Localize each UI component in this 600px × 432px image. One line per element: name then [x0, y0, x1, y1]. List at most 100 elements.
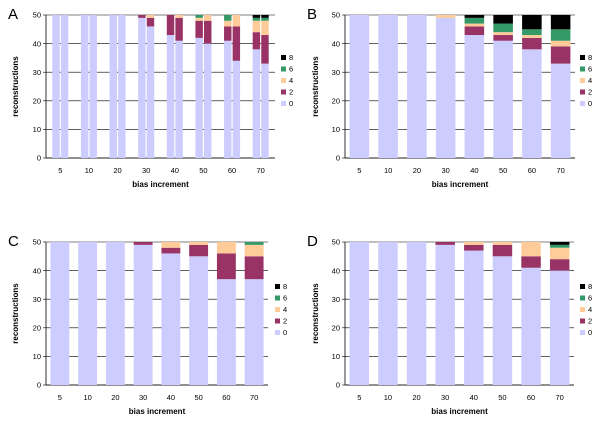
bar-d-7-seg-2 — [549, 259, 570, 271]
x-tick-label-c-5: 5 — [58, 393, 62, 402]
x-tick-label-a-30: 30 — [142, 166, 150, 175]
y-tick-label-d-20: 20 — [332, 324, 340, 333]
bar-b-4-seg-2 — [464, 26, 485, 36]
bar-a-15-seg-4 — [261, 20, 269, 36]
legend-label-c-2: 2 — [283, 317, 287, 326]
x-tick-label-b-50: 50 — [499, 166, 507, 175]
legend-swatch-b-6 — [580, 66, 585, 72]
bar-d-7-seg-6 — [549, 244, 570, 248]
x-tick-label-c-10: 10 — [83, 393, 91, 402]
legend-swatch-d-2 — [580, 318, 585, 324]
bar-a-10-seg-4 — [195, 17, 203, 21]
bar-d-5-seg-0 — [492, 256, 513, 385]
legend-swatch-c-2 — [275, 318, 280, 324]
legend-swatch-d-4 — [580, 307, 585, 312]
legend-b: 8 6 4 2 0 — [580, 53, 592, 108]
legend-label-b-6: 6 — [588, 65, 592, 74]
x-tick-label-a-40: 40 — [171, 166, 179, 175]
bar-b-5-seg-6 — [493, 23, 513, 33]
x-tick-label-a-60: 60 — [228, 166, 236, 175]
bar-c-6-seg-4 — [216, 242, 236, 254]
y-axis-title-c: reconstructions — [11, 283, 20, 344]
x-tick-label-b-10: 10 — [384, 166, 392, 175]
bar-a-14-seg-6 — [252, 17, 261, 21]
legend-swatch-b-0 — [580, 101, 585, 106]
bar-a-15-seg-0 — [261, 63, 269, 159]
y-tick-label-b-20: 20 — [332, 97, 340, 106]
y-tick-label-d-40: 40 — [332, 266, 340, 275]
x-tick-label-b-70: 70 — [556, 166, 564, 175]
y-tick-label-b-0: 0 — [336, 154, 340, 163]
bar-b-5-seg-0 — [493, 40, 513, 158]
y-tick-label-b-10: 10 — [332, 125, 340, 134]
bar-c-3-seg-2 — [133, 242, 153, 245]
y-tick-label-c-50: 50 — [33, 238, 41, 247]
y-tick-label-a-50: 50 — [33, 11, 41, 20]
bar-a-15-seg-2 — [261, 35, 269, 64]
y-tick-label-a-40: 40 — [33, 39, 41, 48]
legend-d: 8 6 4 2 0 — [580, 282, 592, 337]
bar-d-7-seg-0 — [549, 270, 570, 385]
x-tick-label-c-70: 70 — [250, 393, 258, 402]
legend-swatch-a-2 — [281, 89, 286, 95]
legend-label-d-4: 4 — [588, 305, 592, 314]
bar-a-14-seg-0 — [252, 49, 261, 158]
bar-a-6-seg-2 — [138, 15, 146, 18]
bar-b-5-seg-4 — [493, 32, 513, 36]
x-tick-label-b-20: 20 — [413, 166, 421, 175]
bar-c-7-seg-6 — [244, 242, 264, 245]
bar-a-13-seg-4 — [232, 15, 241, 27]
bar-d-4-seg-0 — [464, 250, 484, 385]
bar-b-6-seg-8 — [522, 15, 542, 30]
x-tick-label-a-20: 20 — [113, 166, 121, 175]
x-tick-label-a-5: 5 — [58, 166, 62, 175]
bar-a-2-seg-0 — [80, 15, 89, 158]
legend-label-d-2: 2 — [588, 317, 592, 326]
panel-label-d: D — [307, 233, 318, 250]
x-tick-label-d-10: 10 — [384, 393, 392, 402]
bar-a-3-seg-0 — [89, 15, 97, 158]
bar-a-10-seg-2 — [195, 20, 203, 38]
legend-label-c-0: 0 — [283, 328, 287, 337]
legend-label-b-4: 4 — [588, 76, 592, 85]
bar-a-15-seg-6 — [261, 17, 269, 21]
y-tick-label-a-20: 20 — [33, 97, 41, 106]
legend-swatch-c-6 — [275, 295, 280, 301]
bar-a-7-seg-2 — [146, 17, 155, 27]
bar-a-14-seg-2 — [252, 32, 261, 50]
legend-swatch-b-8 — [580, 55, 585, 60]
x-axis-title-a: bias increment — [132, 180, 189, 189]
bar-c-5-seg-2 — [189, 244, 209, 257]
bar-c-4-seg-4 — [161, 242, 181, 248]
legend-swatch-d-0 — [580, 330, 585, 335]
x-axis-title-d: bias increment — [431, 407, 488, 416]
y-tick-label-b-40: 40 — [332, 39, 340, 48]
x-axis-title-b: bias increment — [432, 180, 489, 189]
bar-d-3-seg-0 — [435, 244, 455, 385]
legend-label-a-8: 8 — [289, 53, 293, 62]
bar-d-1-seg-0 — [378, 242, 398, 385]
bar-d-0-seg-0 — [349, 242, 370, 385]
bar-a-13-seg-0 — [232, 60, 241, 159]
x-tick-label-b-60: 60 — [528, 166, 536, 175]
legend-label-a-2: 2 — [289, 88, 293, 97]
bar-a-9-seg-0 — [175, 40, 183, 158]
legend-swatch-c-4 — [275, 307, 280, 312]
bar-b-7-seg-0 — [550, 63, 571, 159]
legend-label-c-6: 6 — [283, 294, 287, 303]
x-tick-label-b-40: 40 — [470, 166, 478, 175]
legend-label-b-2: 2 — [588, 88, 592, 97]
legend-swatch-a-0 — [281, 101, 286, 106]
bar-b-4-seg-4 — [464, 23, 485, 27]
x-tick-label-d-50: 50 — [498, 393, 506, 402]
y-axis-title-a: reconstructions — [11, 56, 20, 117]
y-tick-label-d-10: 10 — [332, 352, 340, 361]
x-tick-label-c-40: 40 — [167, 393, 175, 402]
bar-c-1-seg-0 — [78, 242, 98, 385]
x-tick-label-a-70: 70 — [257, 166, 265, 175]
bar-b-6-seg-2 — [522, 37, 542, 50]
legend-a: 8 6 4 2 0 — [281, 53, 293, 108]
